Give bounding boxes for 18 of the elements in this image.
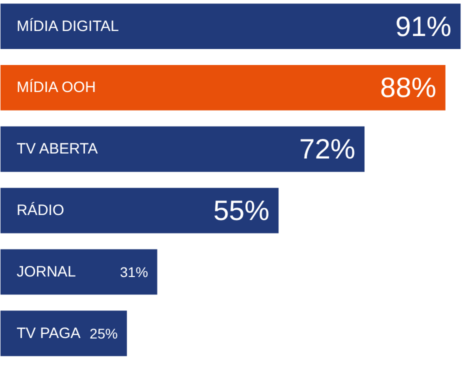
bar (0, 249, 158, 295)
data-label: 88% (380, 72, 436, 104)
y-tick-label: JORNAL (16, 263, 76, 280)
bar (0, 188, 279, 234)
bar (0, 64, 446, 110)
data-label: 72% (299, 134, 356, 165)
data-label: 25% (90, 325, 118, 342)
data-label: 31% (120, 264, 148, 280)
y-tick-label: MÍDIA DIGITAL (16, 16, 119, 35)
bar (0, 126, 365, 172)
data-label: 55% (213, 195, 270, 226)
y-tick-label: TV ABERTA (16, 140, 98, 158)
data-label: 91% (395, 10, 452, 42)
bar (0, 4, 461, 50)
bar (0, 310, 127, 356)
y-tick-label: RÁDIO (16, 201, 64, 220)
y-tick-label: TV PAGA (16, 324, 81, 342)
y-tick-label: MÍDIA OOH (16, 78, 96, 96)
